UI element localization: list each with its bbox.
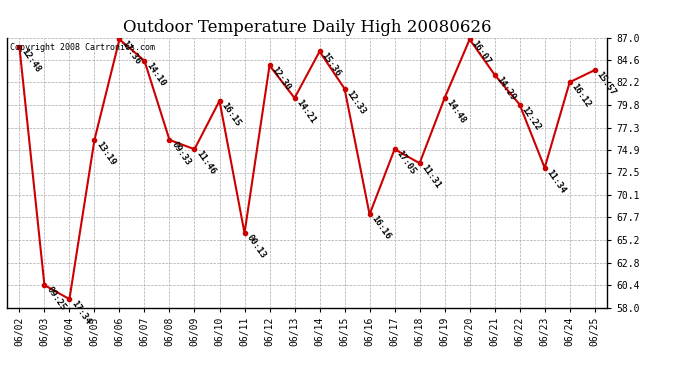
Text: Copyright 2008 Cartronics.com: Copyright 2008 Cartronics.com bbox=[10, 43, 155, 52]
Text: 17:36: 17:36 bbox=[119, 39, 142, 66]
Text: 14:21: 14:21 bbox=[295, 98, 317, 125]
Text: 12:22: 12:22 bbox=[520, 105, 542, 132]
Text: 09:33: 09:33 bbox=[170, 140, 193, 167]
Text: 16:07: 16:07 bbox=[470, 39, 493, 66]
Text: 09:25: 09:25 bbox=[44, 285, 67, 312]
Title: Outdoor Temperature Daily High 20080626: Outdoor Temperature Daily High 20080626 bbox=[123, 19, 491, 36]
Text: 12:33: 12:33 bbox=[344, 89, 367, 116]
Text: 11:31: 11:31 bbox=[420, 163, 442, 190]
Text: 17:05: 17:05 bbox=[395, 149, 417, 176]
Text: 11:34: 11:34 bbox=[544, 168, 567, 195]
Text: 14:10: 14:10 bbox=[144, 61, 167, 88]
Text: 17:34: 17:34 bbox=[70, 299, 92, 326]
Text: 16:12: 16:12 bbox=[570, 82, 593, 110]
Text: 12:30: 12:30 bbox=[270, 65, 293, 93]
Text: 14:29: 14:29 bbox=[495, 75, 518, 102]
Text: 15:36: 15:36 bbox=[319, 51, 342, 79]
Text: 12:48: 12:48 bbox=[19, 47, 42, 74]
Text: 16:16: 16:16 bbox=[370, 214, 393, 242]
Text: 00:13: 00:13 bbox=[244, 233, 267, 260]
Text: 16:15: 16:15 bbox=[219, 101, 242, 128]
Text: 13:19: 13:19 bbox=[95, 140, 117, 167]
Text: 14:48: 14:48 bbox=[444, 98, 467, 125]
Text: 11:46: 11:46 bbox=[195, 149, 217, 176]
Text: 15:57: 15:57 bbox=[595, 70, 618, 97]
